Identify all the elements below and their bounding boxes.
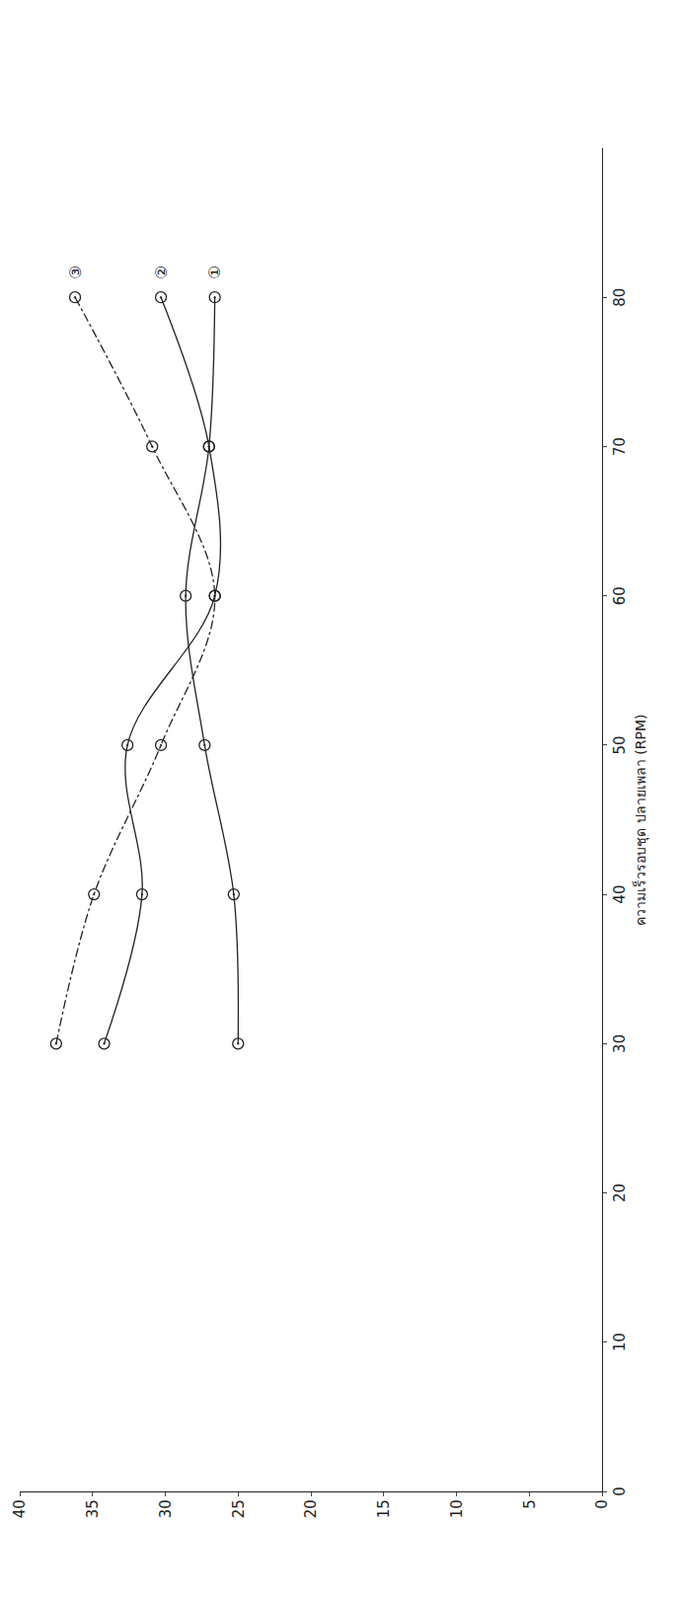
svg-text:25: 25	[229, 1499, 248, 1518]
svg-text:②: ②	[151, 265, 171, 280]
svg-text:5: 5	[521, 1499, 539, 1510]
svg-text:10: 10	[610, 1332, 629, 1352]
svg-text:0: 0	[610, 1486, 629, 1497]
svg-text:30: 30	[610, 1034, 629, 1054]
svg-text:70: 70	[610, 437, 629, 456]
svg-text:40: 40	[10, 1499, 29, 1518]
svg-text:10: 10	[448, 1499, 466, 1518]
svg-text:80: 80	[610, 288, 629, 307]
svg-text:60: 60	[610, 586, 629, 606]
svg-text:35: 35	[83, 1499, 102, 1518]
svg-text:0: 0	[593, 1499, 611, 1510]
svg-text:ความเร็วรอบชุด ปลายเพลา (RPM): ความเร็วรอบชุด ปลายเพลา (RPM)	[631, 713, 650, 925]
svg-text:20: 20	[302, 1499, 320, 1518]
svg-text:30: 30	[156, 1499, 175, 1518]
svg-text:③: ③	[66, 265, 85, 280]
svg-text:40: 40	[610, 885, 629, 905]
svg-text:50: 50	[610, 735, 629, 755]
svg-text:①: ①	[205, 265, 225, 280]
svg-text:20: 20	[610, 1183, 629, 1203]
svg-text:15: 15	[375, 1499, 393, 1518]
